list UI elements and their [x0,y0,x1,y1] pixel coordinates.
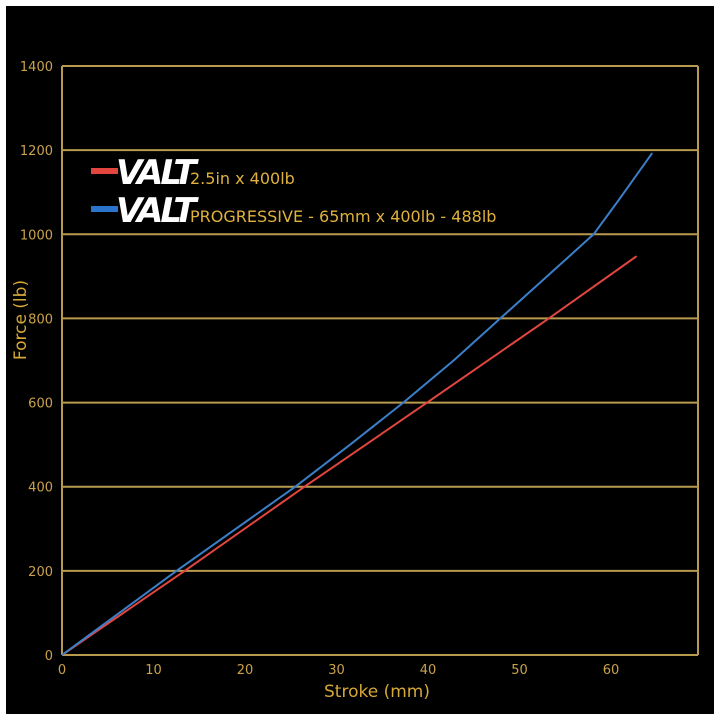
x-axis-title: Stroke (mm) [324,682,430,702]
x-tick-label: 40 [420,663,437,678]
data-series [61,152,654,656]
series-line-valt-progressive [61,152,654,656]
y-tick-label: 1400 [20,60,53,75]
x-tick-label: 60 [603,663,620,678]
legend-brand-logo: VALT [116,153,199,193]
grid-lines [61,65,699,656]
y-tick-label: 400 [28,481,53,496]
y-tick-label: 200 [28,565,53,580]
y-tick-label: 1000 [20,228,53,243]
y-tick-label: 1200 [20,144,53,159]
legend-label: PROGRESSIVE - 65mm x 400lb - 488lb [190,207,496,226]
x-tick-label: 10 [145,663,162,678]
x-tick-label: 30 [328,663,345,678]
series-line-valt-linear [61,255,638,656]
legend-swatch-red [91,168,118,174]
y-tick-label: 600 [28,397,53,412]
y-axis-title: Force (lb) [11,280,31,360]
legend-brand-logo: VALT [116,191,199,231]
chart-panel [6,6,714,714]
legend-swatch-blue [91,206,118,212]
legend-item-valt-linear: VALT 2.5in x 400lb [91,153,295,193]
y-axis-ticks: 0 200 400 600 800 1000 1200 1400 [20,60,53,664]
y-tick-label: 0 [45,649,53,664]
x-tick-label: 0 [58,663,66,678]
legend: VALT 2.5in x 400lb VALT PROGRESSIVE - 65… [91,153,496,231]
x-tick-label: 20 [237,663,254,678]
x-axis-ticks: 0 10 20 30 40 50 60 [58,663,619,678]
y-tick-label: 800 [28,312,53,327]
x-tick-label: 50 [511,663,528,678]
legend-item-valt-progressive: VALT PROGRESSIVE - 65mm x 400lb - 488lb [91,191,496,231]
legend-label: 2.5in x 400lb [190,169,295,188]
